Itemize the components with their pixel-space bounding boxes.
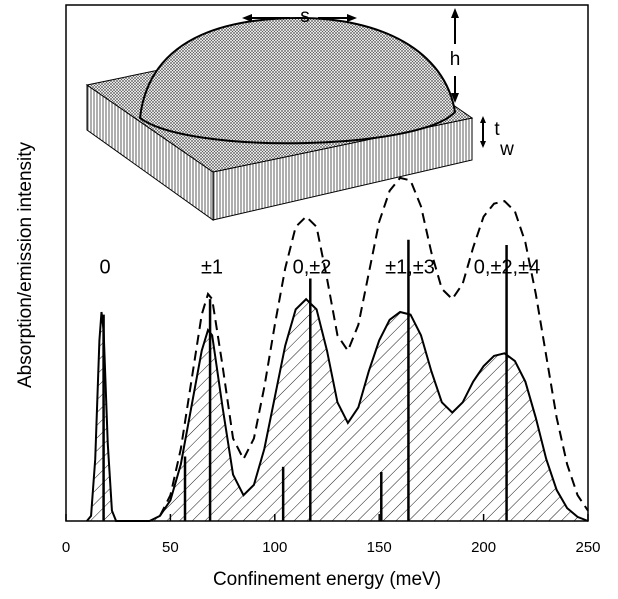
dome: [138, 16, 457, 145]
x-tick-label: 0: [62, 539, 70, 556]
inset-label: w: [499, 139, 514, 160]
inset-drawing: s h t w: [85, 6, 514, 221]
peak-annotation: 0: [99, 256, 110, 278]
peak-annotation: 0,±2: [293, 256, 332, 278]
arrow-head: [451, 8, 459, 18]
peak-annotation: ±1,±3: [385, 256, 435, 278]
x-tick-label: 100: [262, 539, 287, 556]
peak-annotation: 0,±2,±4: [474, 256, 540, 278]
x-tick-label: 250: [575, 539, 600, 556]
arrow-head: [480, 116, 486, 123]
x-tick-label: 50: [162, 539, 179, 556]
hatched-area: [86, 299, 588, 521]
x-axis-label: Confinement energy (meV): [213, 569, 441, 590]
x-tick-label: 150: [367, 539, 392, 556]
inset-label: s: [300, 6, 310, 27]
inset-label: h: [450, 49, 461, 70]
peak-annotation: ±1: [201, 256, 223, 278]
solid-curve: [86, 297, 589, 522]
inset-label: t: [494, 119, 500, 140]
arrow-head: [242, 14, 252, 22]
arrow-head: [451, 93, 459, 103]
arrow-head: [347, 14, 357, 22]
y-axis-label: Absorption/emission intensity: [15, 141, 36, 388]
x-tick-label: 200: [471, 539, 496, 556]
arrow-head: [480, 141, 486, 148]
